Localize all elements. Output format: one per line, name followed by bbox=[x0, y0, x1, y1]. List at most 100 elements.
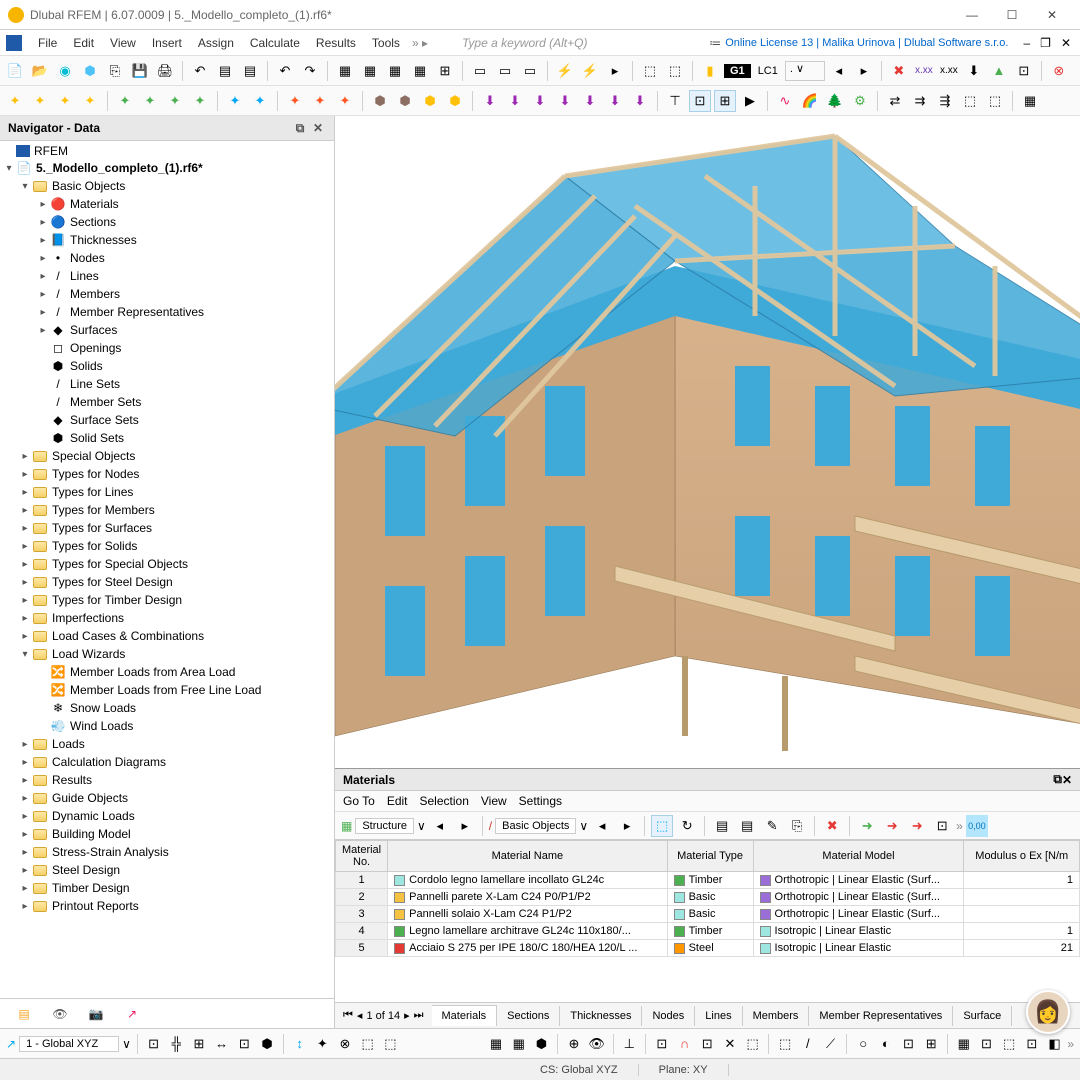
undo-icon[interactable]: ↶ bbox=[189, 60, 211, 82]
bb9-icon[interactable]: ⊗ bbox=[335, 1033, 355, 1055]
star8-icon[interactable]: ✦ bbox=[189, 90, 211, 112]
mat-b4-icon[interactable]: ✎ bbox=[761, 815, 783, 837]
star12-icon[interactable]: ✦ bbox=[309, 90, 331, 112]
nav-res-icon[interactable]: ↗ bbox=[118, 1003, 146, 1025]
mat-prev2-icon[interactable]: ◂ bbox=[591, 815, 613, 837]
menu-insert[interactable]: Insert bbox=[144, 33, 190, 53]
del-icon[interactable]: ⊗ bbox=[1048, 60, 1070, 82]
cube3-icon[interactable]: ⬢ bbox=[419, 90, 441, 112]
panel-close-icon[interactable]: ✕ bbox=[310, 120, 326, 136]
cube1-icon[interactable]: ⬢ bbox=[369, 90, 391, 112]
wave-icon[interactable]: ∿ bbox=[774, 90, 796, 112]
tree-folder[interactable]: ▸Types for Special Objects bbox=[0, 555, 334, 573]
bb4-icon[interactable]: ↔ bbox=[212, 1033, 232, 1055]
bb11-icon[interactable]: ⬚ bbox=[381, 1033, 401, 1055]
load2-icon[interactable]: ⬇ bbox=[504, 90, 526, 112]
star9-icon[interactable]: ✦ bbox=[224, 90, 246, 112]
bc20-icon[interactable]: ⬚ bbox=[999, 1033, 1019, 1055]
menu-results[interactable]: Results bbox=[308, 33, 364, 53]
tree-folder[interactable]: ▸Types for Timber Design bbox=[0, 591, 334, 609]
menu-view[interactable]: View bbox=[102, 33, 144, 53]
mat-b2-icon[interactable]: ▤ bbox=[711, 815, 733, 837]
tree-item[interactable]: ▸/Lines bbox=[0, 267, 334, 285]
tree-item[interactable]: ▸🔴Materials bbox=[0, 195, 334, 213]
bc2-icon[interactable]: ▦ bbox=[509, 1033, 529, 1055]
pager-prev-icon[interactable]: ◂ bbox=[357, 1009, 363, 1022]
menu-assign[interactable]: Assign bbox=[190, 33, 242, 53]
calc2-icon[interactable]: ⚡ bbox=[579, 60, 601, 82]
cs-select[interactable]: 1 - Global XYZ bbox=[19, 1036, 119, 1052]
tree-item[interactable]: ▸/Members bbox=[0, 285, 334, 303]
eq5-icon[interactable]: ⬚ bbox=[984, 90, 1006, 112]
grid2-icon[interactable]: ▦ bbox=[359, 60, 381, 82]
ax1-icon[interactable]: ⊤ bbox=[664, 90, 686, 112]
bb3-icon[interactable]: ⊞ bbox=[189, 1033, 209, 1055]
tree-item[interactable]: ▸◆Surfaces bbox=[0, 321, 334, 339]
tree-folder[interactable]: ▸Special Objects bbox=[0, 447, 334, 465]
bb6-icon[interactable]: ⬢ bbox=[257, 1033, 277, 1055]
mat-prev-icon[interactable]: ◂ bbox=[429, 815, 451, 837]
tree-item[interactable]: ◆Surface Sets bbox=[0, 411, 334, 429]
grad-icon[interactable]: 🌈 bbox=[799, 90, 821, 112]
bc1-icon[interactable]: ▦ bbox=[486, 1033, 506, 1055]
tree-folder[interactable]: ▸Calculation Diagrams bbox=[0, 753, 334, 771]
star4-icon[interactable]: ✦ bbox=[79, 90, 101, 112]
tree-item[interactable]: 💨Wind Loads bbox=[0, 717, 334, 735]
grid1-icon[interactable]: ▦ bbox=[334, 60, 356, 82]
eq3-icon[interactable]: ⇶ bbox=[934, 90, 956, 112]
bb7-icon[interactable]: ↕ bbox=[290, 1033, 310, 1055]
star3-icon[interactable]: ✦ bbox=[54, 90, 76, 112]
page1-icon[interactable]: ▭ bbox=[469, 60, 491, 82]
tree-folder[interactable]: ▸Dynamic Loads bbox=[0, 807, 334, 825]
star7-icon[interactable]: ✦ bbox=[164, 90, 186, 112]
tree-folder[interactable]: ▸Steel Design bbox=[0, 861, 334, 879]
tree-folder[interactable]: ▸Load Cases & Combinations bbox=[0, 627, 334, 645]
maximize-button[interactable]: ☐ bbox=[992, 1, 1032, 29]
tree-folder[interactable]: ▸Types for Steel Design bbox=[0, 573, 334, 591]
ax2-icon[interactable]: ⊡ bbox=[689, 90, 711, 112]
res3-icon[interactable]: ▲ bbox=[988, 60, 1010, 82]
table-row[interactable]: 3 Pannelli solaio X-Lam C24 P1/P2 Basic … bbox=[336, 906, 1080, 923]
bc5-icon[interactable]: 👁 bbox=[587, 1033, 607, 1055]
res1-icon[interactable]: ✖ bbox=[888, 60, 910, 82]
star6-icon[interactable]: ✦ bbox=[139, 90, 161, 112]
star10-icon[interactable]: ✦ bbox=[249, 90, 271, 112]
mat-tab-thicknesses[interactable]: Thicknesses bbox=[560, 1006, 642, 1026]
tree-item[interactable]: /Line Sets bbox=[0, 375, 334, 393]
bc9-icon[interactable]: ✕ bbox=[720, 1033, 740, 1055]
tree-folder[interactable]: ▸Timber Design bbox=[0, 879, 334, 897]
eq4-icon[interactable]: ⬚ bbox=[959, 90, 981, 112]
tree-folder[interactable]: ▸Results bbox=[0, 771, 334, 789]
table-row[interactable]: 2 Pannelli parete X-Lam C24 P0/P1/P2 Bas… bbox=[336, 889, 1080, 906]
page2-icon[interactable]: ▭ bbox=[494, 60, 516, 82]
calc-icon[interactable]: ⚡ bbox=[554, 60, 576, 82]
tree-item[interactable]: ❄Snow Loads bbox=[0, 699, 334, 717]
mat-menu-settings[interactable]: Settings bbox=[519, 794, 562, 808]
bc12-icon[interactable]: / bbox=[798, 1033, 818, 1055]
mat-structure-select[interactable]: Structure bbox=[355, 818, 414, 834]
mat-000-icon[interactable]: 0,00 bbox=[966, 815, 988, 837]
mat-b5-icon[interactable]: ⎘ bbox=[786, 815, 808, 837]
tree-folder[interactable]: ▸Loads bbox=[0, 735, 334, 753]
bb1-icon[interactable]: ⊡ bbox=[144, 1033, 164, 1055]
menu-calculate[interactable]: Calculate bbox=[242, 33, 308, 53]
bc10-icon[interactable]: ⬚ bbox=[743, 1033, 763, 1055]
new-icon[interactable]: 📄 bbox=[4, 60, 26, 82]
mat-del-icon[interactable]: ✖ bbox=[821, 815, 843, 837]
table-row[interactable]: 1 Cordolo legno lamellare incollato GL24… bbox=[336, 872, 1080, 889]
doc2-icon[interactable]: ▤ bbox=[239, 60, 261, 82]
gear-icon[interactable]: ⚙ bbox=[849, 90, 871, 112]
tree-item[interactable]: ⬢Solids bbox=[0, 357, 334, 375]
mat-dd2-icon[interactable]: ∨ bbox=[579, 819, 588, 833]
flag-icon[interactable]: ▮ bbox=[699, 60, 721, 82]
print-icon[interactable]: 🖨 bbox=[154, 60, 176, 82]
tree-load-wizards[interactable]: Load Wizards bbox=[52, 647, 125, 661]
pager-next-icon[interactable]: ▸ bbox=[404, 1009, 410, 1022]
mat-col-header[interactable]: Material Type bbox=[667, 841, 753, 872]
tree-folder[interactable]: ▸Printout Reports bbox=[0, 897, 334, 915]
mat-b3-icon[interactable]: ▤ bbox=[736, 815, 758, 837]
bc16-icon[interactable]: ⊡ bbox=[899, 1033, 919, 1055]
tree-folder[interactable]: ▸Guide Objects bbox=[0, 789, 334, 807]
navigator-tree[interactable]: RFEM ▾📄5._Modello_completo_(1).rf6* ▾Bas… bbox=[0, 141, 334, 998]
tree-folder[interactable]: ▸Types for Solids bbox=[0, 537, 334, 555]
